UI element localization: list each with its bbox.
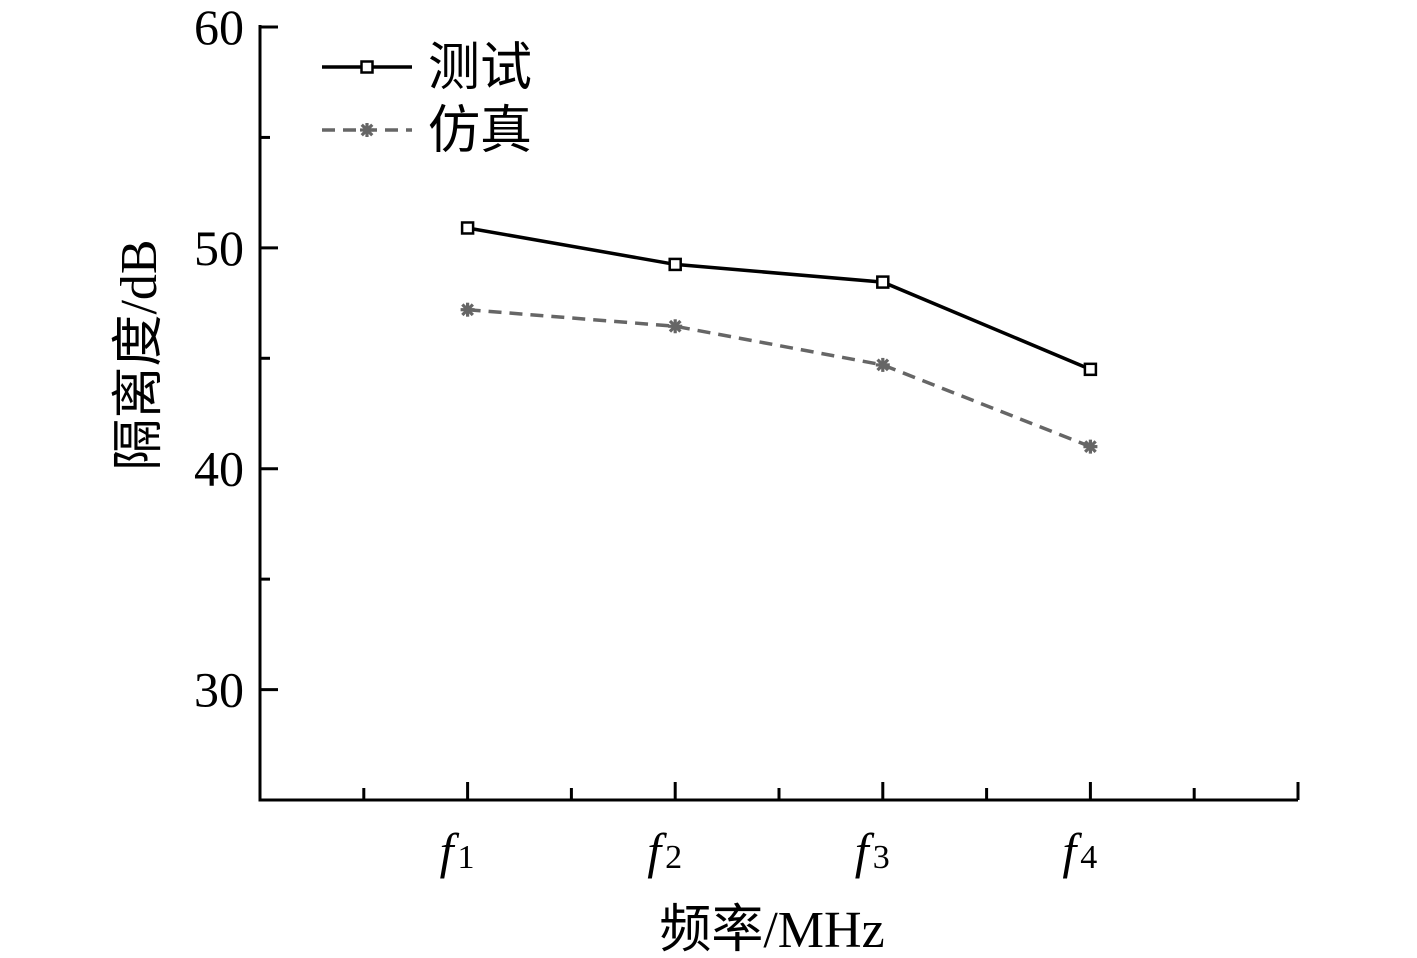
y-tick-label: 30 [194,662,244,718]
x-axis-title: 频率/MHz [659,902,884,958]
data-point [460,302,475,317]
series-layer [460,221,1098,454]
y-ticks: 30 40 50 60 [194,0,278,718]
data-point [1083,439,1098,454]
legend-label: 测试 [428,40,532,97]
legend-item: 仿真 [322,103,532,160]
legend-item: 测试 [322,40,532,97]
y-tick-label: 50 [194,220,244,276]
y-tick-label: 40 [194,441,244,497]
y-axis-title: 隔离度/dB [111,239,168,470]
series-line [467,307,1092,449]
series-1 [460,221,1098,377]
data-point [875,357,890,372]
data-point [1083,362,1098,377]
series-line [467,226,1092,371]
data-point [668,319,683,334]
series-2 [460,302,1098,454]
data-point [876,275,890,289]
data-point [668,257,682,272]
legend-marker [360,123,374,137]
legend-label: 仿真 [428,103,532,160]
data-point [460,221,475,235]
legend-marker [360,60,374,74]
y-tick-label: 60 [194,0,244,55]
